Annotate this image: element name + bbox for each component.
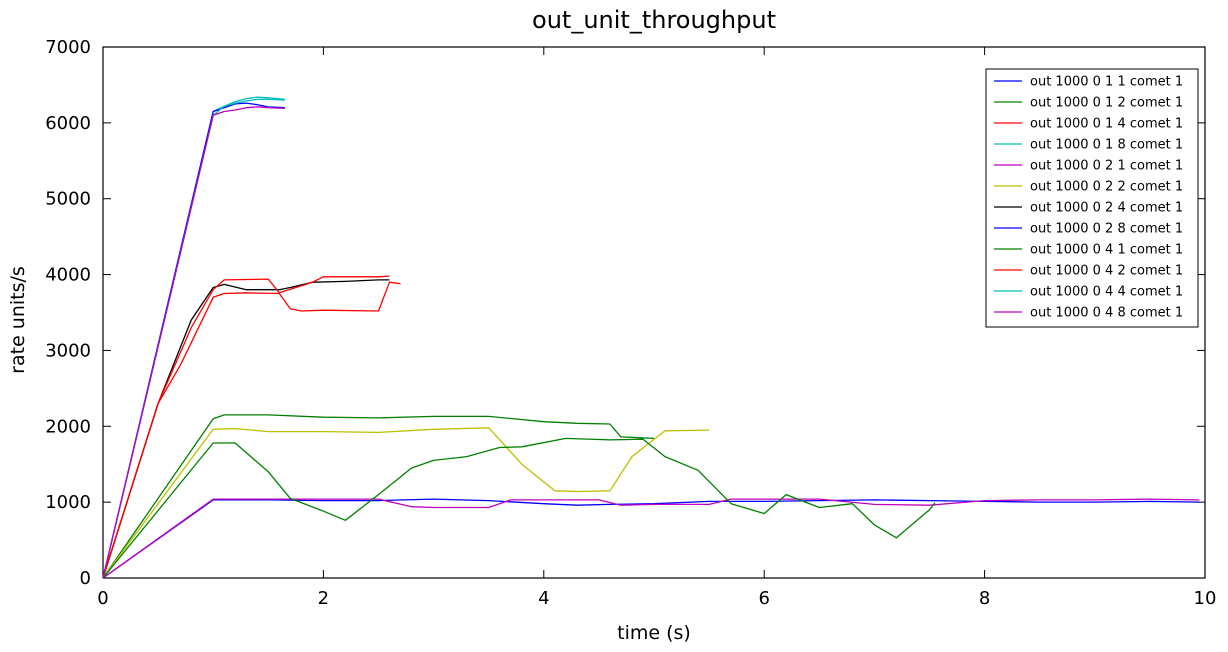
y-axis-label: rate units/s [7,266,29,374]
x-tick-label: 4 [538,588,549,609]
x-axis-label: time (s) [617,622,691,644]
axis-ticks: 0 2 4 6 8 10 0 1000 2000 3000 4000 5000 6000 7000 [45,37,1216,609]
x-tick-label: 10 [1194,588,1217,609]
series-line-1 [102,498,1200,579]
legend-entry: out 1000 0 1 1 comet 1 [1030,75,1183,90]
legend-entry: out 1000 0 1 4 comet 1 [1030,117,1183,132]
series-line-2 [102,414,655,579]
legend-entry: out 1000 0 4 1 comet 1 [1030,243,1183,258]
x-tick-label: 2 [318,588,329,609]
legend-entry: out 1000 0 2 8 comet 1 [1030,222,1183,237]
legend-entry: out 1000 0 2 1 comet 1 [1030,159,1183,174]
legend-entry: out 1000 0 4 8 comet 1 [1030,306,1183,321]
series-line-7 [102,279,390,579]
series-line-5 [102,498,1200,579]
plot-frame [102,46,1206,579]
y-tick-label: 3000 [45,340,91,361]
series-line-6 [102,427,710,579]
y-tick-label: 6000 [45,113,91,134]
x-tick-label: 6 [758,588,769,609]
x-tick-label: 0 [97,588,108,609]
legend-entry: out 1000 0 2 4 comet 1 [1030,201,1183,216]
legend-entry: out 1000 0 4 2 comet 1 [1030,264,1183,279]
legend: out 1000 0 1 1 comet 1 out 1000 0 1 2 com… [985,68,1199,328]
series-line-10 [102,275,390,579]
series-line-8 [102,102,285,579]
legend-entry: out 1000 0 2 2 comet 1 [1030,180,1183,195]
chart-title: out_unit_throughput [532,6,776,34]
series-line-12 [102,106,285,579]
y-tick-label: 7000 [45,37,91,58]
y-tick-label: 0 [80,568,91,589]
y-tick-label: 2000 [45,416,91,437]
series-lines [102,96,1200,579]
y-tick-label: 1000 [45,492,91,513]
x-tick-label: 8 [979,588,990,609]
series-line-3 [102,281,401,579]
series-line-11 [102,98,285,579]
series-line-9 [102,437,936,579]
y-tick-label: 4000 [45,265,91,286]
legend-entry: out 1000 0 1 8 comet 1 [1030,138,1183,153]
y-tick-label: 5000 [45,189,91,210]
legend-entry: out 1000 0 1 2 comet 1 [1030,96,1183,111]
legend-entry: out 1000 0 4 4 comet 1 [1030,285,1183,300]
legend-box [985,68,1199,328]
